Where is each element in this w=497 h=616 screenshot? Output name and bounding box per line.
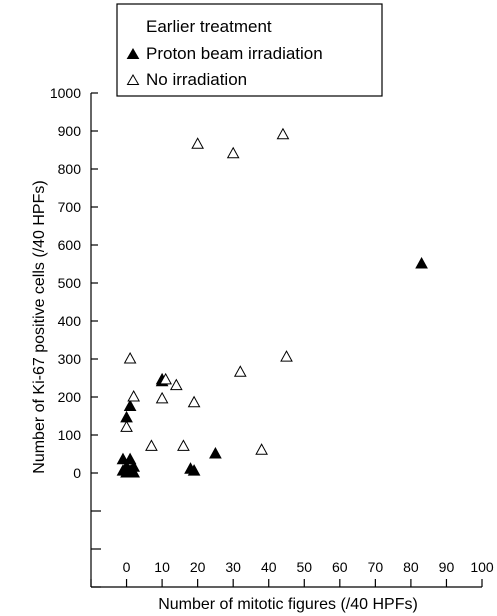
x-tick-label: 80 — [403, 559, 419, 575]
no-irradiation-point — [192, 138, 203, 148]
x-tick-label: 20 — [190, 559, 206, 575]
x-tick-label: 10 — [154, 559, 170, 575]
axes — [91, 93, 482, 587]
no-irradiation-point — [235, 366, 246, 376]
no-irradiation-point — [121, 421, 132, 431]
x-tick-label: 0 — [123, 559, 131, 575]
no-irradiation-point — [171, 380, 182, 390]
data-points — [117, 129, 427, 477]
proton-beam-point — [125, 401, 136, 411]
legend-label-no-irradiation: No irradiation — [146, 70, 247, 89]
x-tick-label: 30 — [225, 559, 241, 575]
y-tick-label: 100 — [58, 427, 82, 443]
y-tick-label: 1000 — [50, 85, 81, 101]
y-tick-label: 200 — [58, 389, 82, 405]
y-tick-label: 0 — [73, 465, 81, 481]
no-irradiation-point — [125, 353, 136, 363]
x-tick-label: 70 — [368, 559, 384, 575]
x-tick-label: 90 — [439, 559, 455, 575]
y-axis-title: Number of Ki-67 positive cells (/40 HPFs… — [31, 180, 48, 473]
legend-title: Earlier treatment — [146, 17, 272, 36]
y-tick-label: 300 — [58, 351, 82, 367]
x-axis-title: Number of mitotic figures (/40 HPFs) — [158, 596, 418, 613]
x-tick-label: 50 — [296, 559, 312, 575]
proton-beam-point — [210, 448, 221, 458]
x-tick-label: 100 — [470, 559, 494, 575]
no-irradiation-point — [146, 440, 157, 450]
legend-label-proton: Proton beam irradiation — [146, 44, 323, 63]
y-tick-label: 500 — [58, 275, 82, 291]
y-tick-label: 400 — [58, 313, 82, 329]
no-irradiation-point — [281, 351, 292, 361]
no-irradiation-point — [178, 440, 189, 450]
y-tick-label: 900 — [58, 123, 82, 139]
no-irradiation-point — [228, 148, 239, 158]
proton-beam-point — [416, 258, 427, 268]
legend: Earlier treatment Proton beam irradiatio… — [117, 4, 382, 96]
y-tick-label: 800 — [58, 161, 82, 177]
no-irradiation-point — [128, 391, 139, 401]
no-irradiation-point — [189, 397, 200, 407]
no-irradiation-point — [157, 393, 168, 403]
y-tick-label: 700 — [58, 199, 82, 215]
y-tick-label: 600 — [58, 237, 82, 253]
x-tick-label: 40 — [261, 559, 277, 575]
no-irradiation-point — [256, 444, 267, 454]
ticks: 0 100 200 300 400 500 600 700 800 900 1000 0 10 20 30 4… — [50, 85, 494, 587]
x-tick-label: 60 — [332, 559, 348, 575]
no-irradiation-point — [277, 129, 288, 139]
